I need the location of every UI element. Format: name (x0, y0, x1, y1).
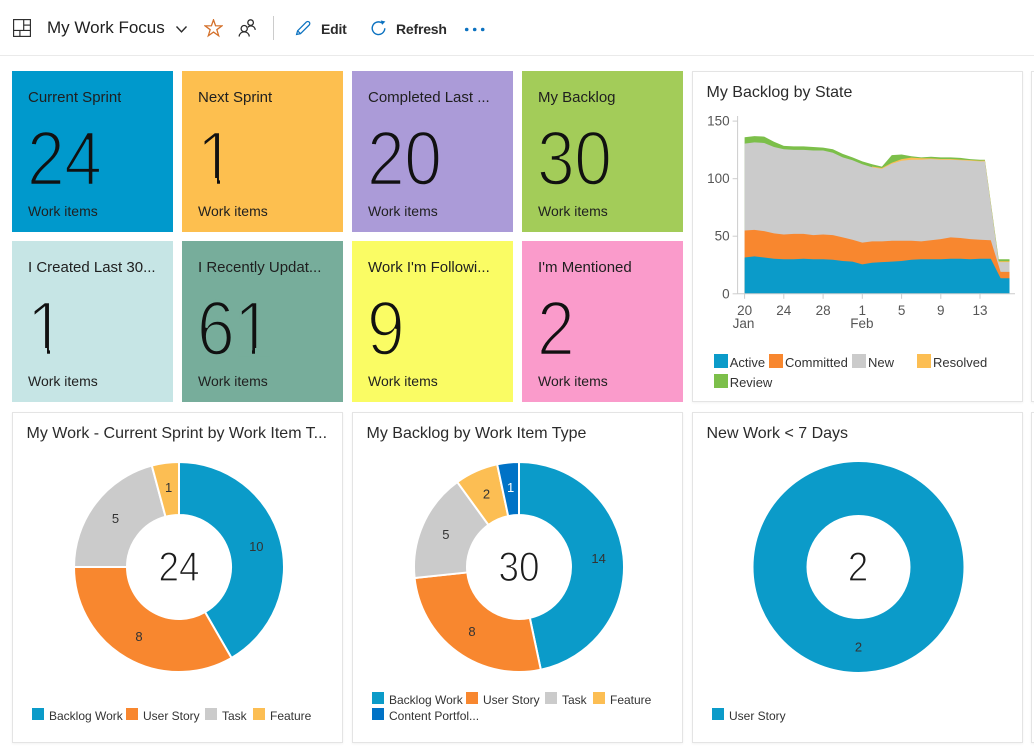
svg-text:10: 10 (249, 539, 263, 554)
svg-text:9: 9 (937, 303, 945, 318)
svg-text:0: 0 (722, 286, 730, 301)
svg-text:8: 8 (468, 624, 475, 639)
svg-text:14: 14 (591, 551, 605, 566)
svg-text:Feb: Feb (850, 316, 873, 331)
svg-text:Jan: Jan (733, 316, 755, 331)
svg-text:20: 20 (737, 303, 752, 318)
svg-text:13: 13 (972, 303, 987, 318)
svg-text:8: 8 (135, 629, 142, 644)
svg-text:5: 5 (898, 303, 906, 318)
svg-text:28: 28 (816, 303, 831, 318)
svg-text:50: 50 (715, 229, 730, 244)
svg-text:2: 2 (483, 486, 490, 501)
svg-text:5: 5 (442, 527, 449, 542)
svg-text:100: 100 (707, 171, 730, 186)
svg-text:1: 1 (165, 480, 172, 495)
svg-text:150: 150 (707, 114, 730, 129)
svg-text:2: 2 (855, 640, 862, 655)
svg-text:1: 1 (507, 480, 514, 495)
svg-text:24: 24 (776, 303, 792, 318)
svg-text:5: 5 (112, 511, 119, 526)
svg-text:1: 1 (859, 303, 867, 318)
